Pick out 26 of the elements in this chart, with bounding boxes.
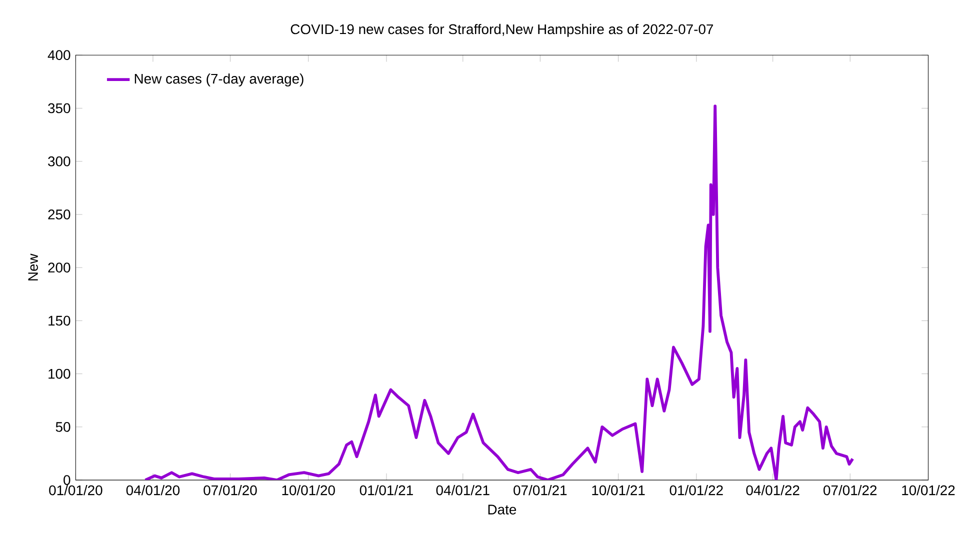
x-tick-label: 07/01/20 [204, 485, 257, 496]
y-axis-title: New [28, 254, 38, 280]
y-tick-label: 200 [48, 262, 70, 273]
y-tick-label: 250 [48, 210, 70, 220]
y-tick-label: 300 [48, 156, 70, 166]
y-tick-label: 100 [48, 368, 70, 379]
x-tick-label: 04/01/21 [436, 485, 490, 496]
y-tick-label: 50 [56, 422, 70, 432]
x-tick-label: 04/01/22 [746, 485, 800, 496]
x-axis-title: Date [488, 504, 516, 515]
chart-title: COVID-19 new cases for Strafford,New Hampshire as of 2022-07-07 [290, 24, 714, 38]
x-tick-label: 10/01/20 [282, 485, 335, 496]
legend-label: New cases (7-day average) [134, 74, 304, 87]
x-tick-label: 01/01/21 [360, 485, 413, 496]
x-tick-label: 10/01/21 [592, 485, 645, 496]
x-tick-label: 07/01/22 [824, 485, 877, 496]
x-tick-label: 04/01/20 [126, 485, 180, 496]
y-tick-label: 0 [64, 475, 70, 486]
line-series [144, 104, 854, 480]
y-tick-label: 400 [48, 50, 70, 60]
y-tick-label: 150 [48, 316, 70, 326]
x-tick-label: 10/01/22 [902, 485, 955, 496]
x-tick-label: 01/01/22 [670, 485, 723, 496]
x-tick-label: 07/01/21 [514, 485, 567, 496]
x-tick-label: 01/01/20 [49, 485, 102, 496]
y-tick-label: 350 [48, 103, 70, 114]
